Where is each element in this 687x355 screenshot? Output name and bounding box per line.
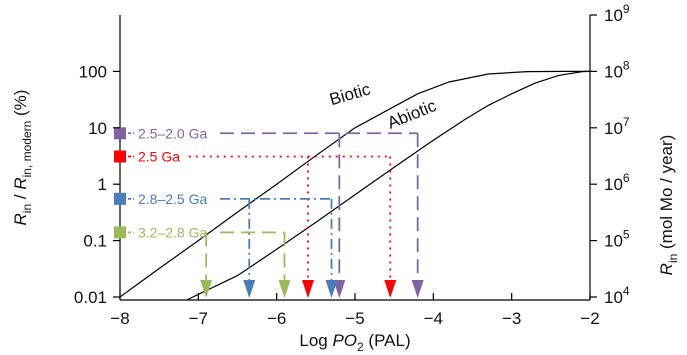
y-right-tick-label: 105 bbox=[604, 228, 630, 251]
x-tick-label: −4 bbox=[424, 309, 443, 328]
x-tick-label: −7 bbox=[189, 309, 208, 328]
annotation-arrowhead bbox=[243, 280, 256, 298]
annotation-arrowhead bbox=[200, 280, 213, 298]
axes bbox=[119, 15, 591, 301]
annotation: 2.5 Ga bbox=[114, 148, 397, 298]
x-axis-title: Log PO2 (PAL) bbox=[299, 331, 410, 354]
y-right-tick-label: 106 bbox=[604, 171, 630, 194]
curves: Biotic Abiotic bbox=[119, 70, 591, 301]
axis-titles: Log PO2 (PAL) Rin / Rin, modern (%) Rin (m… bbox=[11, 90, 680, 354]
y-left-tick-label: 10 bbox=[88, 119, 107, 138]
annotation-label: 2.5–2.0 Ga bbox=[138, 125, 207, 141]
x-tick-label: −8 bbox=[110, 309, 129, 328]
annotations: 2.5–2.0 Ga 2.5 Ga 2.8–2.5 Ga 3.2–2.8 Ga bbox=[114, 125, 424, 298]
x-tick-label: −2 bbox=[580, 309, 599, 328]
y-right-tick-label: 109 bbox=[604, 2, 630, 25]
x-tick-label: −6 bbox=[267, 309, 286, 328]
annotation: 3.2–2.8 Ga bbox=[114, 224, 291, 298]
annotation-arrowhead bbox=[411, 280, 424, 298]
y-right-tick-label: 104 bbox=[604, 284, 630, 307]
annotation-marker bbox=[114, 192, 126, 205]
annotation-label: 2.5 Ga bbox=[138, 148, 180, 164]
y-left-tick-label: 0.01 bbox=[74, 288, 107, 307]
curve-biotic bbox=[119, 70, 590, 298]
y-right-tick-label: 108 bbox=[604, 58, 630, 81]
curve-label-abiotic: Abiotic bbox=[385, 96, 440, 133]
annotation-arrowhead bbox=[302, 280, 314, 298]
annotation-marker bbox=[114, 127, 126, 140]
curve-abiotic bbox=[186, 70, 591, 301]
y-left-axis-title: Rin / Rin, modern (%) bbox=[11, 90, 34, 226]
annotation-arrowhead bbox=[333, 280, 346, 298]
annotation-arrowhead bbox=[384, 280, 397, 298]
annotation-label: 3.2–2.8 Ga bbox=[138, 224, 207, 240]
y-right-tick-label: 107 bbox=[604, 115, 630, 138]
annotation: 2.8–2.5 Ga bbox=[114, 191, 338, 298]
y-left-tick-label: 0.1 bbox=[83, 232, 107, 251]
curve-label-biotic: Biotic bbox=[327, 79, 373, 109]
annotation: 2.5–2.0 Ga bbox=[114, 125, 424, 298]
y-left-tick-label: 100 bbox=[79, 62, 107, 81]
y-right-axis-title: Rin (mol Mo / year) bbox=[657, 135, 680, 276]
ticks: −8 −7 −6 −5 −4 −3 −2 0.01 0.1 1 10 100 104 105 106 107 1… bbox=[74, 2, 630, 328]
annotation-arrowhead bbox=[325, 280, 338, 298]
y-left-tick-label: 1 bbox=[98, 175, 107, 194]
x-tick-label: −3 bbox=[502, 309, 521, 328]
annotation-label: 2.8–2.5 Ga bbox=[138, 191, 207, 207]
annotation-arrowhead bbox=[278, 280, 291, 298]
annotation-marker bbox=[114, 226, 126, 239]
annotation-marker bbox=[114, 150, 126, 163]
x-tick-label: −5 bbox=[345, 309, 364, 328]
